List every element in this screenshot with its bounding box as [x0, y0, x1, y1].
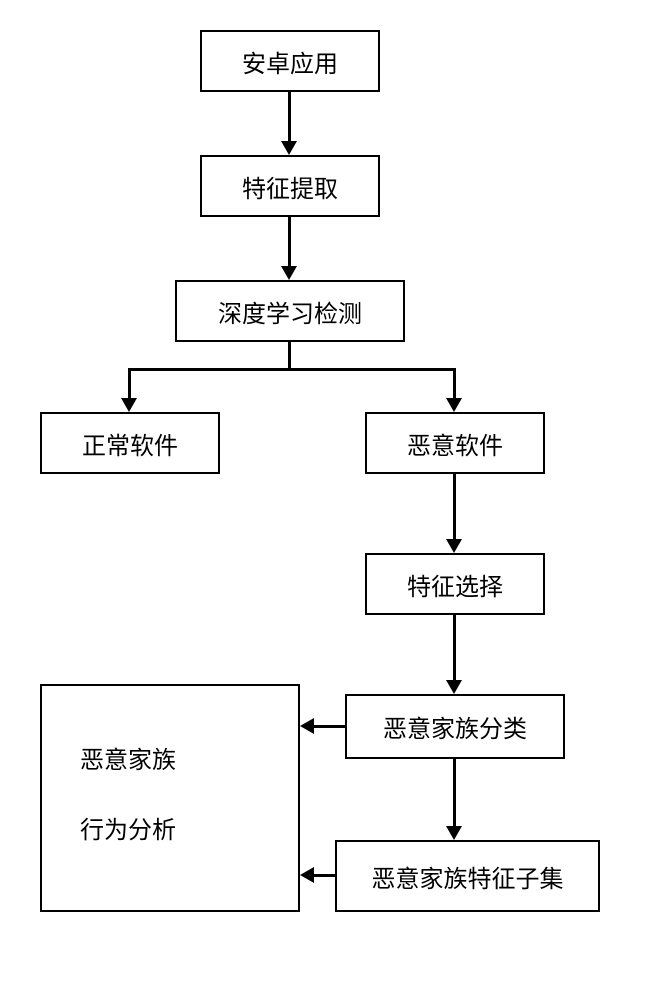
node-label: 深度学习检测: [218, 294, 362, 329]
edge-line: [288, 342, 291, 370]
edge-arrowhead: [446, 398, 462, 412]
edge-arrowhead: [446, 826, 462, 840]
node-label: 恶意家族特征子集: [372, 859, 564, 894]
edge-line: [453, 474, 456, 539]
edge-line: [314, 874, 335, 877]
edge-arrowhead: [300, 867, 314, 883]
large-box-line2: 行为分析: [80, 810, 176, 845]
node-normal-software: 正常软件: [40, 412, 220, 474]
node-feature-extraction: 特征提取: [200, 155, 380, 217]
edge-arrowhead: [121, 398, 137, 412]
node-feature-selection: 特征选择: [365, 553, 545, 615]
edge-arrowhead: [446, 539, 462, 553]
edge-line: [288, 217, 291, 266]
edge-line: [453, 368, 456, 398]
edge-line: [128, 368, 131, 398]
node-android-app: 安卓应用: [200, 30, 380, 92]
edge-line: [128, 368, 456, 371]
edge-arrowhead: [300, 718, 314, 734]
node-malware-family-classification: 恶意家族分类: [345, 694, 565, 759]
node-label: 恶意家族分类: [383, 709, 527, 744]
edge-arrowhead: [446, 680, 462, 694]
edge-line: [453, 615, 456, 680]
edge-line: [288, 92, 291, 141]
node-malware-family-feature-subset: 恶意家族特征子集: [335, 840, 600, 912]
node-deep-learning-detection: 深度学习检测: [175, 280, 405, 342]
node-label: 恶意软件: [407, 426, 503, 461]
edge-arrowhead: [281, 266, 297, 280]
large-box-line1: 恶意家族: [80, 740, 176, 775]
node-label: 安卓应用: [242, 44, 338, 79]
node-label: 特征选择: [407, 567, 503, 602]
node-malware-family-behavior-analysis: [40, 684, 300, 912]
edge-line: [314, 725, 345, 728]
node-malware: 恶意软件: [365, 412, 545, 474]
edge-arrowhead: [281, 141, 297, 155]
edge-line: [453, 759, 456, 826]
node-label: 正常软件: [82, 426, 178, 461]
node-label: 特征提取: [242, 169, 338, 204]
